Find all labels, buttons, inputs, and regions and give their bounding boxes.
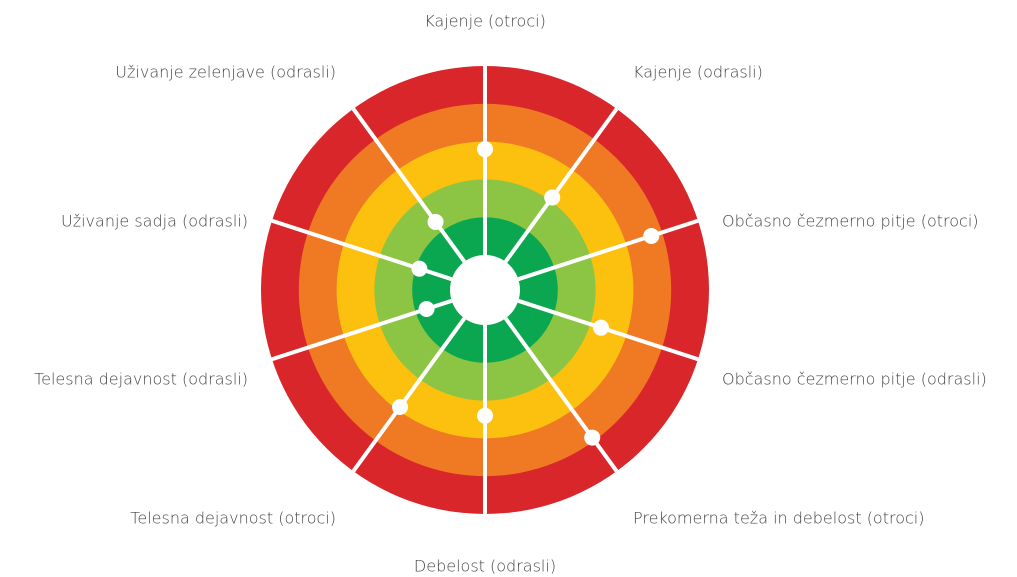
center bbox=[450, 255, 520, 325]
dot bbox=[477, 141, 493, 158]
dot bbox=[544, 189, 561, 206]
spoke bbox=[351, 317, 467, 473]
dot bbox=[477, 407, 493, 424]
spoke bbox=[503, 317, 619, 473]
dot bbox=[643, 227, 660, 244]
dot bbox=[427, 213, 444, 230]
category-label: Občasno čezmerno pitje (odrasli) bbox=[722, 370, 987, 389]
dot bbox=[584, 429, 601, 446]
category-label: Telesna dejavnost (odrasli) bbox=[34, 370, 248, 389]
category-label: Uživanje zelenjave (odrasli) bbox=[115, 63, 336, 82]
dot bbox=[391, 399, 408, 416]
dot bbox=[418, 300, 435, 317]
category-label: Debelost (odrasli) bbox=[414, 557, 556, 576]
category-label: Telesna dejavnost (otroci) bbox=[130, 509, 336, 528]
spoke bbox=[351, 107, 467, 263]
category-label: Prekomerna teža in debelost (otroci) bbox=[633, 509, 925, 528]
dot bbox=[592, 319, 609, 336]
category-label: Kajenje (odrasli) bbox=[633, 63, 763, 82]
dot bbox=[411, 260, 428, 277]
spoke bbox=[503, 107, 619, 263]
category-label: Uživanje sadja (odrasli) bbox=[61, 212, 248, 231]
spoke bbox=[517, 218, 699, 282]
category-label: Občasno čezmerno pitje (otroci) bbox=[722, 212, 979, 231]
category-label: Kajenje (otroci) bbox=[424, 12, 546, 31]
